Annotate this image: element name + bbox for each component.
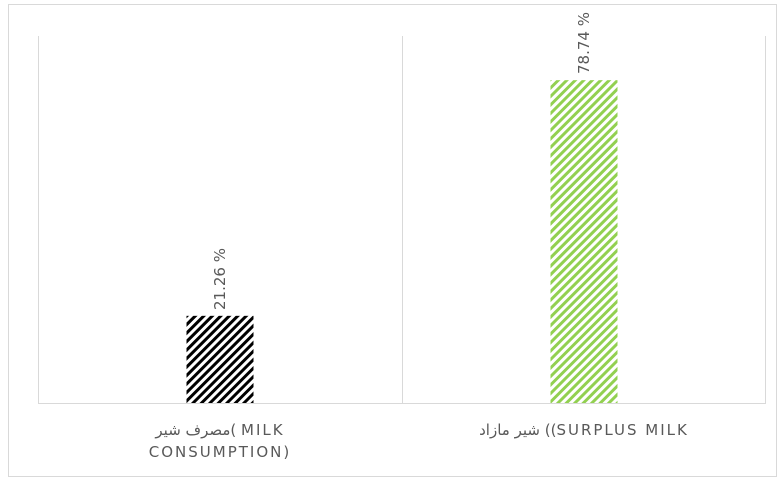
- data-label-1: 21.26 %: [211, 247, 229, 310]
- category-label-1: مصرف شیر( MILK CONSUMPTION): [50, 419, 390, 463]
- bar-1: [186, 315, 254, 403]
- chart-border: [8, 4, 777, 477]
- data-label-2: 78.74 %: [575, 12, 593, 75]
- category-label-2: شیر مازاد ((SURPLUS MILK: [414, 419, 754, 441]
- category-label-line: CONSUMPTION): [148, 443, 292, 461]
- bar-2: [550, 80, 618, 403]
- category-label-line: مصرف شیر( MILK: [155, 421, 285, 439]
- category-label-line: شیر مازاد ((SURPLUS MILK: [479, 421, 689, 439]
